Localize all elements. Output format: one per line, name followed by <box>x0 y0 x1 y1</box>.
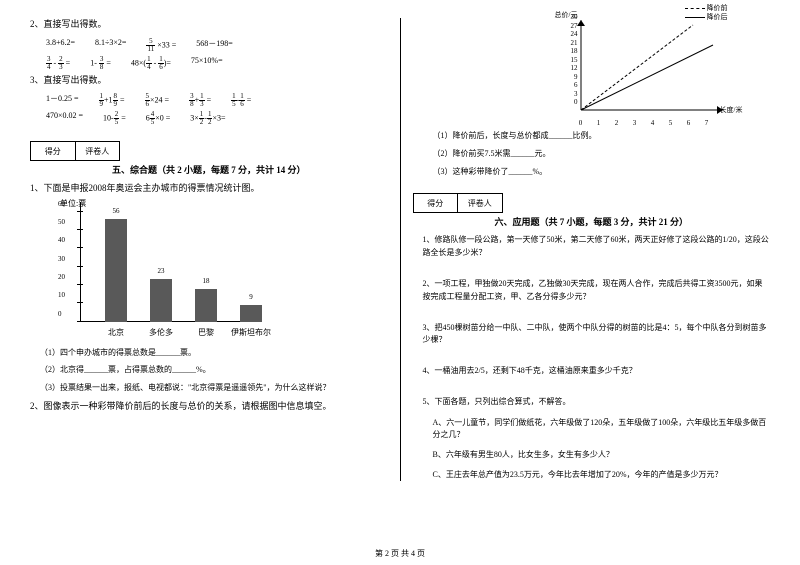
q6-5-c: C、王庄去年总产值为23.5万元，今年比去年增加了20%，今年的产值是多少万元？ <box>433 469 771 481</box>
column-divider <box>400 18 401 481</box>
score-label: 得分 <box>414 194 459 212</box>
right-column: 降价前 降价后 总价/元长度/米036912151821242730012345… <box>413 18 771 481</box>
grader-label: 评卷人 <box>458 194 502 212</box>
q6-5: 5、下面各题，只列出综合算式，不解答。 <box>423 396 771 409</box>
y-label: 50 <box>58 218 65 226</box>
page-footer: 第 2 页 共 4 页 <box>0 548 800 559</box>
bar: 9 <box>240 305 262 322</box>
q6-1: 1、修路队修一段公路，第一天修了50米，第二天修了60米，两天正好修了这段公路的… <box>423 234 771 260</box>
bar-chart: 单位:票 010203040506056北京23多伦多18巴黎9伊斯坦布尔 <box>50 202 270 342</box>
eq-row: 34 - 23 = 1- 38 = 48×(14 - 16)= 75×10%= <box>46 56 388 71</box>
y-label: 60 <box>58 200 65 208</box>
x-label: 多伦多 <box>149 327 173 338</box>
q6-5-b: B、六年级有男生80人，比女生多，女生有多少人？ <box>433 449 771 461</box>
eq-row: 1－0.25 = 19+189 = 56×24 = 38+13 = 15-16 … <box>46 93 388 108</box>
question-2: 2、直接写出得数。 <box>30 18 388 32</box>
section-5-title: 五、综合题（共 2 小题，每题 7 分，共计 14 分） <box>30 163 388 176</box>
score-label: 得分 <box>31 142 76 160</box>
y-label: 0 <box>58 310 62 318</box>
sub-q: （1）四个申办城市的得票总数是______票。 <box>40 347 388 360</box>
section-6-title: 六、应用题（共 7 小题，每题 3 分，共计 21 分） <box>413 215 771 228</box>
lc-sub: （2）降价前买7.5米需______元。 <box>433 148 771 161</box>
q6-4: 4、一桶油用去2/5，还剩下48千克，这桶油原来重多少千克？ <box>423 365 771 378</box>
eq-row: 3.8+6.2= 8.1÷3×2= 511 ×33 = 568－198= <box>46 38 388 53</box>
y-label: 10 <box>58 291 65 299</box>
q6-3: 3、把450棵树苗分给一中队、二中队，使两个中队分得的树苗的比是4：5，每个中队… <box>423 322 771 348</box>
left-column: 2、直接写出得数。 3.8+6.2= 8.1÷3×2= 511 ×33 = 56… <box>30 18 388 481</box>
sub-q: （3）投票结果一出来，报纸、电视都说："北京得票是遥遥领先"，为什么这样说？ <box>40 382 388 395</box>
line-chart: 降价前 降价后 总价/元长度/米036912151821242730012345… <box>553 10 733 125</box>
sub-q: （2）北京得______票，占得票总数的______%。 <box>40 364 388 377</box>
lc-sub: （1）降价前后，长度与总价都成______比例。 <box>433 130 771 143</box>
y-label: 20 <box>58 273 65 281</box>
x-label: 巴黎 <box>198 327 214 338</box>
eq-row: 470×0.02 = 10-25 = 645×0 = 3×12-12×3= <box>46 111 388 126</box>
score-box: 得分 评卷人 <box>30 141 120 161</box>
line-chart-svg <box>553 10 733 125</box>
x-label: 伊斯坦布尔 <box>231 327 271 338</box>
bar: 56 <box>105 219 127 322</box>
question-5-1: 1、下面是申报2008年奥运会主办城市的得票情况统计图。 <box>30 182 388 196</box>
y-axis <box>80 202 81 322</box>
grader-label: 评卷人 <box>76 142 120 160</box>
bar: 18 <box>195 289 217 322</box>
question-5-2: 2、图像表示一种彩带降价前后的长度与总价的关系，请根据图中信息填空。 <box>30 400 388 414</box>
lc-sub: （3）这种彩带降价了______%。 <box>433 166 771 179</box>
bar: 23 <box>150 279 172 321</box>
question-3: 3、直接写出得数。 <box>30 74 388 88</box>
q6-5-a: A、六一儿童节，同学们做纸花，六年级做了120朵，五年级做了100朵，六年级比五… <box>433 417 771 441</box>
q6-2: 2、一项工程，甲独做20天完成，乙独做30天完成，现在两人合作，完成后共得工资3… <box>423 278 771 304</box>
y-label: 40 <box>58 236 65 244</box>
score-box: 得分 评卷人 <box>413 193 503 213</box>
x-label: 北京 <box>108 327 124 338</box>
y-label: 30 <box>58 255 65 263</box>
